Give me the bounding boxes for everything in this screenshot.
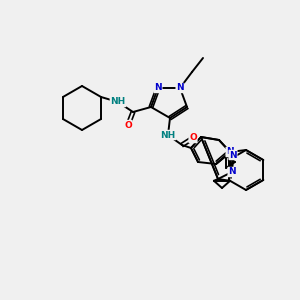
- Text: NH: NH: [160, 130, 175, 140]
- Text: O: O: [124, 121, 132, 130]
- Text: N: N: [226, 148, 234, 157]
- Text: N: N: [229, 151, 237, 160]
- Text: O: O: [189, 134, 197, 142]
- Text: N: N: [154, 83, 162, 92]
- Text: N: N: [176, 83, 184, 92]
- Text: N: N: [228, 167, 236, 176]
- Text: NH: NH: [110, 98, 126, 106]
